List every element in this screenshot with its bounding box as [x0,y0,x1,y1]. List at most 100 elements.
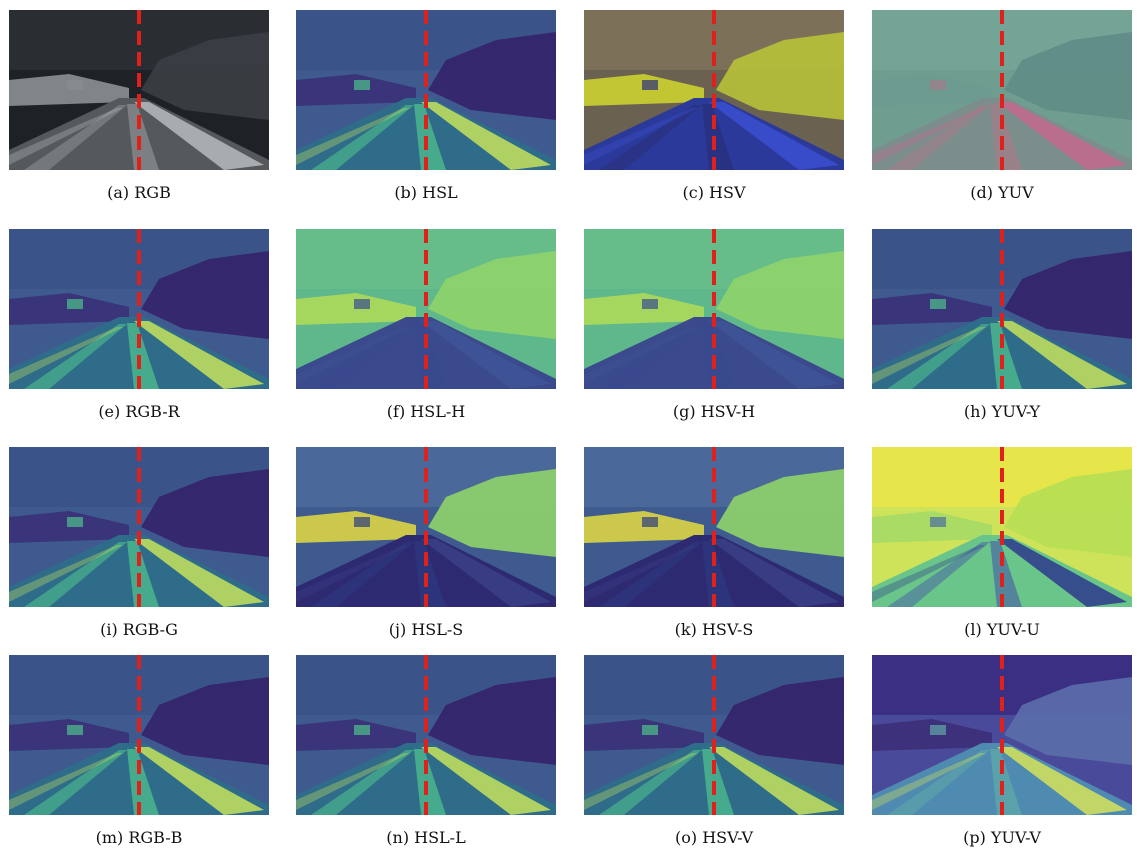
scene-streak [887,105,990,170]
scene-sign [930,299,946,309]
scene-streak [421,747,551,815]
scene-streak [997,539,1127,607]
scene-streak [414,104,446,170]
scene-hillside [428,469,556,557]
scene-streak [311,750,414,815]
scene-streak [709,102,839,170]
scene-streak [990,323,1022,389]
panel-svg [872,447,1132,607]
scene-streak [9,327,123,384]
scene-sign [67,80,83,90]
scene-streak [584,327,698,384]
panel-svg [296,10,556,170]
panel-svg [296,447,556,607]
panel-caption: (f) HSL-H [386,402,466,421]
scene-streak [872,753,986,810]
panel-svg [872,655,1132,815]
scene-streak [24,542,127,607]
scene-streak [599,324,702,389]
scene-streak [134,321,264,389]
scene-streak [127,749,159,815]
scene-streak [599,750,702,815]
panel-svg [9,10,269,170]
scene-streak [311,324,414,389]
scene-streak [887,750,990,815]
scene-hillside [1004,32,1132,120]
scene-streak [997,102,1127,170]
scene-sign [642,80,658,90]
panel-image [584,10,844,170]
scene-hillside [716,251,844,339]
panel-caption: (m) RGB-B [95,828,183,847]
scene-streak [599,105,702,170]
panel-caption: (n) HSL-L [386,828,466,847]
scene-sign [67,725,83,735]
panel-svg [872,229,1132,389]
panel-caption: (c) HSV [682,183,746,202]
scene-streak [709,539,839,607]
panel-svg [584,655,844,815]
scene-streak [421,539,551,607]
panel-image [296,447,556,607]
panel-caption: (e) RGB-R [98,402,180,421]
scene-streak [584,108,698,165]
panel-caption: (j) HSL-S [388,620,464,639]
scene-hillside [428,251,556,339]
scene-hillside [1004,469,1132,557]
panel-caption: (l) YUV-U [964,620,1040,639]
panel-image [584,229,844,389]
panel-svg [296,655,556,815]
scene-hillside [1004,251,1132,339]
scene-streak [9,753,123,810]
panel-caption: (i) RGB-G [100,620,178,639]
scene-streak [24,750,127,815]
panel-image [9,10,269,170]
scene-streak [311,542,414,607]
scene-streak [134,539,264,607]
scene-hillside [716,32,844,120]
scene-streak [9,108,123,165]
panel-caption: (d) YUV [970,183,1034,202]
panel-image [872,447,1132,607]
scene-streak [872,327,986,384]
scene-streak [127,323,159,389]
scene-sign [354,299,370,309]
scene-streak [584,545,698,602]
scene-streak [296,753,410,810]
scene-streak [702,541,734,607]
scene-sign [930,725,946,735]
scene-streak [414,749,446,815]
scene-streak [311,105,414,170]
scene-hillside [141,469,269,557]
panel-svg [584,229,844,389]
scene-hillside [716,677,844,765]
panel-image [872,229,1132,389]
scene-sign [354,80,370,90]
scene-sign [642,725,658,735]
panel-caption: (b) HSL [394,183,458,202]
panel-svg [584,10,844,170]
scene-sign [354,517,370,527]
scene-streak [584,753,698,810]
scene-streak [134,102,264,170]
scene-sign [930,80,946,90]
scene-streak [296,108,410,165]
scene-streak [709,321,839,389]
panel-svg [9,655,269,815]
scene-sign [354,725,370,735]
scene-streak [296,545,410,602]
scene-streak [127,104,159,170]
panel-svg [584,447,844,607]
scene-hillside [428,677,556,765]
scene-streak [872,545,986,602]
panel-image [296,10,556,170]
scene-streak [421,102,551,170]
scene-sign [930,517,946,527]
panel-image [872,10,1132,170]
panel-image [872,655,1132,815]
panel-svg [296,229,556,389]
scene-streak [24,324,127,389]
panel-image [9,447,269,607]
scene-sign [67,299,83,309]
scene-hillside [1004,677,1132,765]
